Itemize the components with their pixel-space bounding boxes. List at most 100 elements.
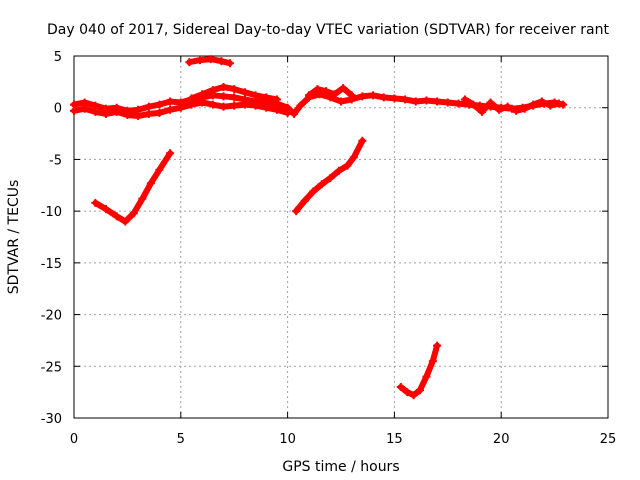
- data-point: [146, 179, 155, 188]
- data-point: [396, 382, 405, 391]
- data-point: [91, 198, 100, 207]
- data-point: [529, 100, 538, 109]
- y-tick-label: -30: [41, 412, 62, 427]
- series-band-hump: [306, 85, 355, 99]
- data-point: [477, 107, 486, 116]
- data-point: [198, 98, 207, 107]
- data-point: [240, 100, 249, 109]
- data-point: [208, 86, 217, 95]
- y-tick-label: -5: [49, 153, 62, 168]
- data-point: [251, 91, 260, 100]
- data-point: [347, 91, 356, 100]
- data-point: [230, 85, 239, 94]
- data-point: [70, 106, 78, 115]
- data-point: [520, 104, 529, 113]
- y-tick-label: -20: [41, 309, 62, 324]
- data-point: [225, 59, 234, 68]
- data-point: [80, 104, 89, 113]
- data-point: [155, 165, 164, 174]
- data-point: [337, 97, 345, 106]
- data-point: [416, 386, 425, 395]
- data-point: [409, 391, 418, 400]
- series: [70, 55, 568, 400]
- data-point: [358, 136, 367, 145]
- data-point: [422, 372, 431, 381]
- data-point: [313, 85, 322, 94]
- y-tick-label: 0: [54, 102, 62, 117]
- data-point: [262, 93, 271, 102]
- y-axis-label: SDTVAR / TECUs: [6, 180, 22, 295]
- data-point: [460, 95, 469, 104]
- data-point: [537, 97, 546, 106]
- ticks: 0 5 10 15 20 25 5 0 -5 -10 -15 -20 -25 -30: [41, 50, 617, 447]
- data-point: [349, 153, 358, 162]
- data-point: [428, 357, 437, 366]
- data-point: [422, 96, 431, 105]
- y-tick-label: -25: [41, 360, 62, 375]
- data-point: [454, 99, 463, 108]
- x-tick-label: 15: [386, 432, 403, 447]
- data-point: [343, 161, 352, 170]
- data-point: [155, 108, 164, 117]
- data-point: [369, 91, 378, 100]
- data-point: [433, 97, 442, 106]
- data-point: [411, 97, 420, 106]
- chart-title: Day 040 of 2017, Sidereal Day-to-day VTE…: [47, 22, 609, 38]
- data-point: [262, 103, 271, 112]
- data-point: [486, 98, 495, 107]
- data-point: [317, 180, 326, 189]
- data-point: [121, 217, 130, 226]
- data-point: [219, 92, 228, 101]
- data-point: [272, 95, 281, 104]
- data-point: [503, 102, 512, 111]
- data-point: [176, 103, 185, 112]
- data-point: [230, 101, 239, 110]
- x-tick-label: 5: [177, 432, 185, 447]
- data-point: [166, 97, 175, 106]
- data-point: [185, 58, 194, 67]
- data-point: [123, 110, 132, 119]
- data-point: [166, 105, 175, 114]
- data-point: [138, 194, 147, 203]
- data-point: [102, 205, 111, 214]
- data-point: [469, 100, 478, 109]
- data-point: [433, 341, 442, 350]
- x-tick-label: 0: [70, 432, 78, 447]
- data-point: [290, 109, 299, 118]
- data-point: [358, 92, 367, 101]
- x-tick-label: 10: [279, 432, 296, 447]
- data-point: [292, 207, 301, 216]
- series-arc-3: [397, 342, 441, 399]
- data-point: [390, 94, 399, 103]
- data-point: [155, 100, 164, 109]
- data-point: [322, 87, 331, 96]
- y-tick-label: 5: [54, 50, 62, 65]
- data-point: [112, 107, 121, 116]
- data-point: [326, 174, 335, 183]
- data-point: [546, 101, 555, 110]
- data-point: [495, 105, 504, 114]
- data-point: [206, 55, 215, 64]
- plot-frame: [73, 55, 609, 419]
- data-point: [309, 187, 318, 196]
- y-tick-label: -10: [41, 205, 62, 220]
- data-point: [198, 90, 207, 99]
- data-point: [91, 107, 100, 116]
- x-axis-label: GPS time / hours: [282, 459, 399, 475]
- data-point: [401, 95, 410, 104]
- data-point: [512, 106, 521, 115]
- data-point: [379, 93, 388, 102]
- data-point: [102, 109, 111, 118]
- data-point: [230, 93, 239, 102]
- data-point: [144, 102, 153, 111]
- data-point: [208, 100, 217, 109]
- data-point: [330, 90, 339, 99]
- data-point: [296, 101, 305, 110]
- y-tick-label: -15: [41, 257, 62, 272]
- data-point: [219, 83, 228, 92]
- data-point: [144, 109, 153, 118]
- data-point: [304, 91, 313, 100]
- data-point: [443, 98, 452, 107]
- data-point: [187, 94, 196, 103]
